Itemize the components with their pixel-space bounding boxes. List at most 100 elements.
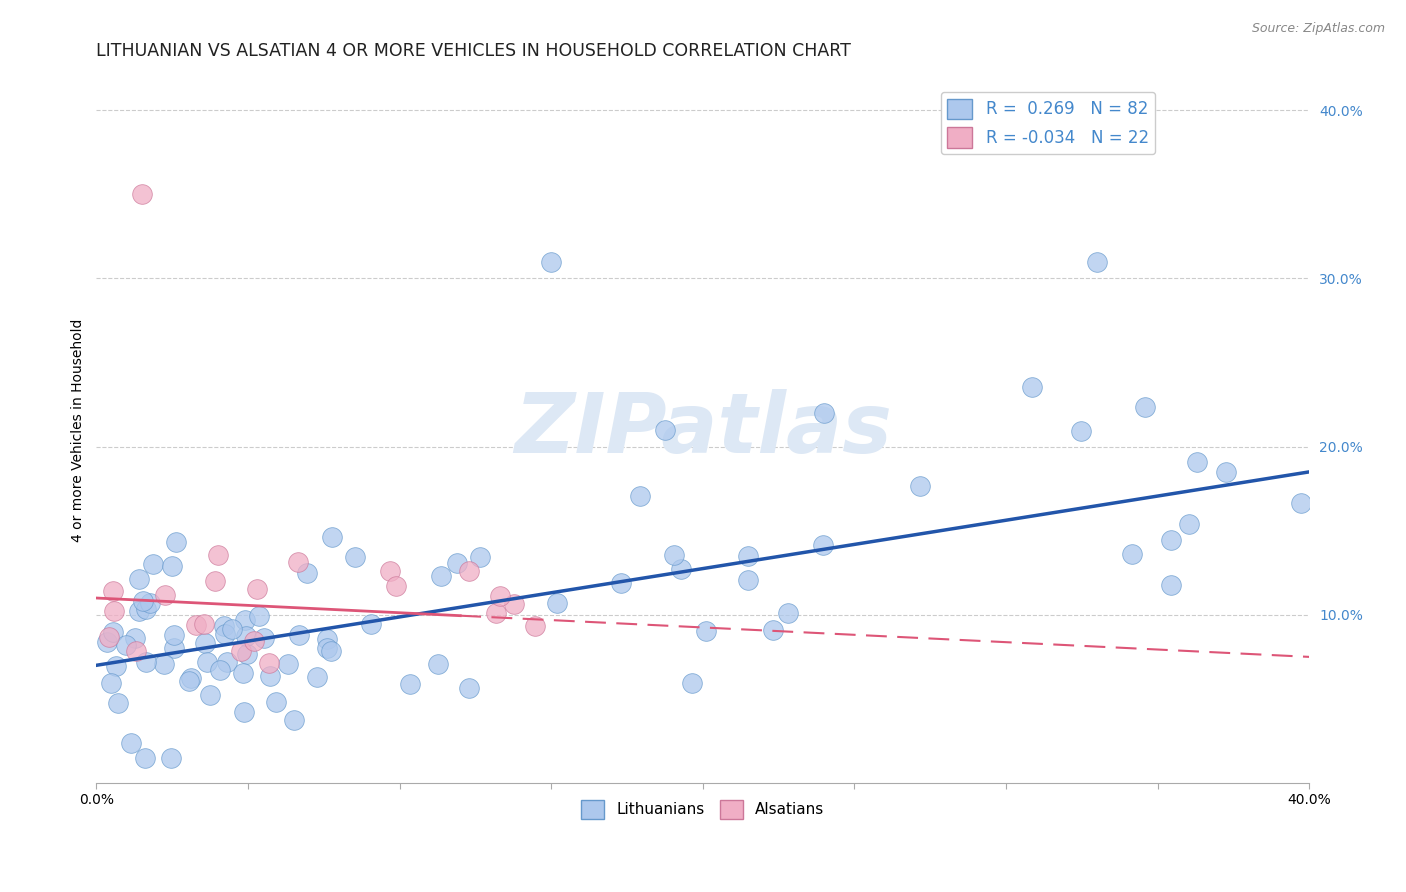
Point: [610, 576, 633, 591]
Point: [288, 628, 311, 642]
Point: [1085, 254, 1108, 268]
Point: [762, 623, 785, 637]
Point: [1021, 380, 1043, 394]
Point: [1178, 517, 1201, 532]
Point: [184, 618, 207, 632]
Text: Source: ZipAtlas.com: Source: ZipAtlas.com: [1251, 22, 1385, 36]
Point: [163, 628, 186, 642]
Point: [128, 572, 150, 586]
Point: [297, 566, 319, 580]
Point: [134, 751, 156, 765]
Point: [243, 634, 266, 648]
Point: [214, 627, 236, 641]
Point: [138, 596, 160, 610]
Point: [177, 673, 200, 688]
Point: [488, 589, 510, 603]
Point: [264, 695, 287, 709]
Point: [360, 616, 382, 631]
Point: [193, 617, 215, 632]
Point: [98, 630, 121, 644]
Point: [160, 751, 183, 765]
Point: [155, 588, 177, 602]
Point: [195, 655, 218, 669]
Point: [135, 655, 157, 669]
Point: [1121, 547, 1143, 561]
Point: [344, 549, 367, 564]
Point: [207, 549, 229, 563]
Point: [1215, 465, 1237, 479]
Point: [247, 608, 270, 623]
Point: [681, 676, 703, 690]
Point: [165, 534, 187, 549]
Point: [540, 254, 562, 268]
Point: [229, 644, 252, 658]
Point: [235, 629, 257, 643]
Point: [307, 670, 329, 684]
Point: [1160, 533, 1182, 547]
Point: [131, 187, 153, 202]
Point: [142, 558, 165, 572]
Legend: Lithuanians, Alsatians: Lithuanians, Alsatians: [575, 794, 831, 825]
Point: [319, 644, 342, 658]
Point: [283, 713, 305, 727]
Point: [194, 635, 217, 649]
Point: [124, 631, 146, 645]
Point: [236, 647, 259, 661]
Point: [664, 549, 686, 563]
Y-axis label: 4 or more Vehicles in Household: 4 or more Vehicles in Household: [72, 318, 86, 541]
Point: [204, 574, 226, 588]
Point: [160, 559, 183, 574]
Point: [813, 538, 835, 552]
Point: [446, 557, 468, 571]
Point: [221, 622, 243, 636]
Point: [426, 657, 449, 672]
Point: [105, 659, 128, 673]
Point: [107, 696, 129, 710]
Point: [1187, 455, 1209, 469]
Point: [163, 640, 186, 655]
Point: [277, 657, 299, 672]
Point: [101, 584, 124, 599]
Point: [737, 574, 759, 588]
Text: LITHUANIAN VS ALSATIAN 4 OR MORE VEHICLES IN HOUSEHOLD CORRELATION CHART: LITHUANIAN VS ALSATIAN 4 OR MORE VEHICLE…: [97, 42, 851, 60]
Point: [384, 579, 406, 593]
Point: [135, 602, 157, 616]
Point: [654, 423, 676, 437]
Point: [120, 736, 142, 750]
Point: [813, 406, 835, 420]
Point: [253, 631, 276, 645]
Point: [212, 618, 235, 632]
Text: ZIPatlas: ZIPatlas: [513, 389, 891, 470]
Point: [485, 606, 508, 620]
Point: [321, 530, 343, 544]
Point: [114, 638, 136, 652]
Point: [233, 613, 256, 627]
Point: [152, 657, 174, 671]
Point: [200, 688, 222, 702]
Point: [128, 604, 150, 618]
Point: [630, 489, 652, 503]
Point: [233, 705, 256, 719]
Point: [215, 655, 238, 669]
Point: [399, 677, 422, 691]
Point: [1133, 400, 1156, 414]
Point: [470, 550, 492, 565]
Point: [287, 555, 309, 569]
Point: [546, 596, 568, 610]
Point: [259, 668, 281, 682]
Point: [1291, 496, 1313, 510]
Point: [180, 672, 202, 686]
Point: [125, 644, 148, 658]
Point: [1070, 425, 1092, 439]
Point: [457, 681, 479, 696]
Point: [315, 640, 337, 655]
Point: [208, 664, 231, 678]
Point: [908, 479, 931, 493]
Point: [316, 632, 339, 647]
Point: [1160, 578, 1182, 592]
Point: [695, 624, 717, 638]
Point: [502, 597, 524, 611]
Point: [103, 625, 125, 640]
Point: [103, 604, 125, 618]
Point: [524, 619, 547, 633]
